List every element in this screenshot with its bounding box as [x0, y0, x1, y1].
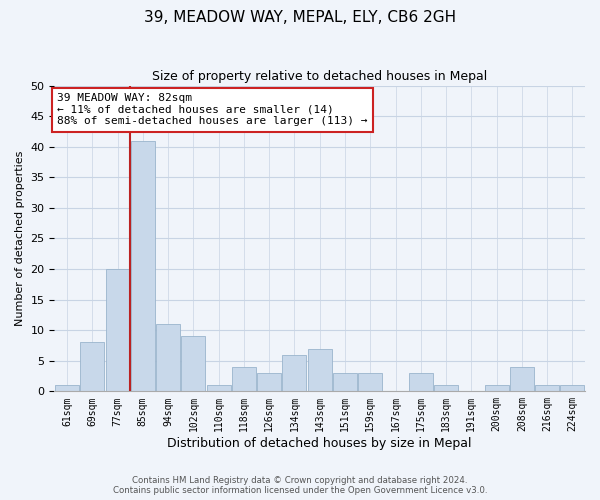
Bar — [434, 385, 458, 392]
Bar — [358, 373, 382, 392]
Text: 39, MEADOW WAY, MEPAL, ELY, CB6 2GH: 39, MEADOW WAY, MEPAL, ELY, CB6 2GH — [144, 10, 456, 25]
Bar — [55, 385, 79, 392]
Bar — [106, 269, 130, 392]
Bar — [560, 385, 584, 392]
Bar — [308, 348, 332, 392]
X-axis label: Distribution of detached houses by size in Mepal: Distribution of detached houses by size … — [167, 437, 472, 450]
Bar — [156, 324, 180, 392]
Bar — [257, 373, 281, 392]
Bar — [206, 385, 230, 392]
Text: 39 MEADOW WAY: 82sqm
← 11% of detached houses are smaller (14)
88% of semi-detac: 39 MEADOW WAY: 82sqm ← 11% of detached h… — [57, 93, 368, 126]
Bar — [535, 385, 559, 392]
Bar — [181, 336, 205, 392]
Bar — [409, 373, 433, 392]
Bar — [485, 385, 509, 392]
Bar — [80, 342, 104, 392]
Title: Size of property relative to detached houses in Mepal: Size of property relative to detached ho… — [152, 70, 487, 83]
Bar — [333, 373, 357, 392]
Bar — [131, 140, 155, 392]
Text: Contains HM Land Registry data © Crown copyright and database right 2024.
Contai: Contains HM Land Registry data © Crown c… — [113, 476, 487, 495]
Bar — [510, 367, 534, 392]
Bar — [283, 354, 307, 392]
Bar — [232, 367, 256, 392]
Y-axis label: Number of detached properties: Number of detached properties — [15, 151, 25, 326]
